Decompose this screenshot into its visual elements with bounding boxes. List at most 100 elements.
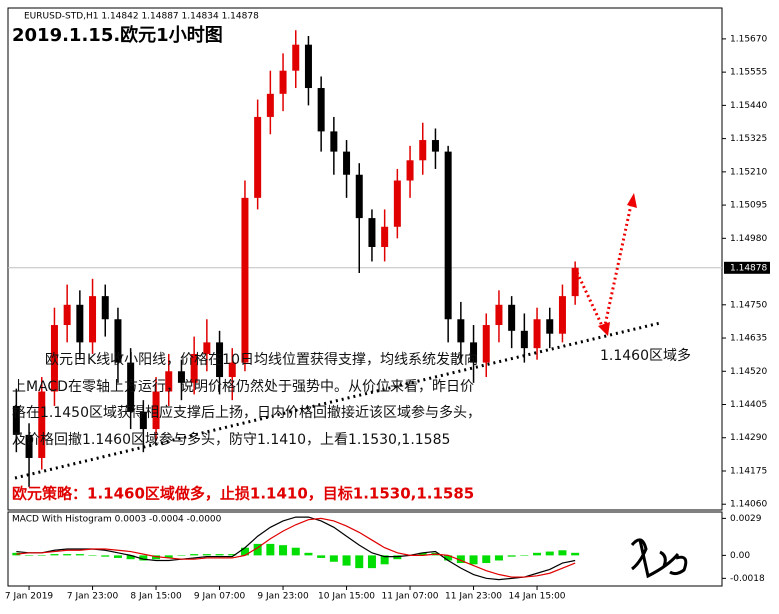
candle-body	[419, 140, 427, 161]
y-tick-label: 1.15555	[730, 68, 767, 78]
candle-body	[406, 160, 414, 181]
histogram-bar	[190, 554, 199, 556]
histogram-bar	[558, 550, 567, 556]
candle-body	[216, 342, 224, 378]
histogram-bar	[342, 555, 351, 566]
histogram-bar	[279, 545, 288, 556]
histogram-bar	[482, 555, 491, 564]
y-tick-label: 0.0029	[730, 514, 762, 524]
histogram-bar	[291, 547, 300, 556]
y-tick-label: 1.15210	[730, 167, 767, 177]
commentary-line: 上MACD在零轴上方运行，说明价格仍然处于强势中。从价位来看，昨日价	[12, 378, 474, 395]
histogram-bar	[126, 555, 135, 560]
x-tick-label: 9 Jan 23:00	[257, 592, 309, 602]
commentary-line: 欧元日K线收小阳线，价格在10日均线位置获得支撑，均线系统发散向	[45, 351, 478, 368]
main-panel	[7, 7, 723, 511]
histogram-bar	[469, 555, 478, 565]
histogram-bar	[228, 554, 237, 556]
x-tick-label: 8 Jan 15:00	[130, 592, 182, 602]
candle-body	[266, 93, 274, 117]
arrow-head	[598, 322, 610, 336]
histogram-bar	[444, 555, 453, 561]
candle-body	[533, 319, 541, 349]
candle-body	[241, 197, 249, 363]
histogram-bar	[152, 555, 161, 560]
candle-body	[50, 325, 58, 392]
histogram-bar	[418, 552, 427, 556]
last-price-box	[724, 261, 770, 274]
candle-body	[190, 353, 198, 383]
candle-body	[444, 151, 452, 320]
y-tick-label: 1.15670	[730, 34, 767, 44]
x-tick-label: 14 Jan 15:00	[509, 592, 566, 602]
candle-body	[457, 319, 465, 343]
histogram-bar	[50, 554, 59, 556]
histogram-bar	[113, 555, 122, 558]
histogram-bar	[507, 555, 516, 557]
candle-body	[431, 140, 439, 152]
y-tick-label: 1.14175	[730, 466, 767, 476]
histogram-bar	[215, 554, 224, 556]
signature	[630, 538, 688, 579]
macd-panel	[7, 511, 723, 587]
histogram-bar	[139, 555, 148, 561]
x-tick-label: 7 Jan 23:00	[67, 592, 119, 602]
histogram-bar	[240, 547, 249, 556]
arrow-head	[627, 193, 637, 208]
y-tick-label: -0.0018	[730, 574, 765, 584]
candle-body	[317, 88, 325, 132]
candle-body	[393, 180, 401, 227]
histogram-bar	[37, 555, 46, 556]
candle-body	[381, 226, 389, 247]
x-tick-label: 9 Jan 07:00	[194, 592, 246, 602]
histogram-bar	[177, 555, 186, 556]
strategy: 欧元策略：1.1460区域做多，止损1.1410，目标1.1530,1.1585	[12, 485, 474, 503]
candle-body	[571, 267, 579, 297]
candle-body	[292, 44, 300, 71]
candle-body	[114, 319, 122, 363]
histogram-bar	[75, 554, 84, 556]
histogram-bar	[367, 555, 376, 569]
candle-body	[304, 44, 312, 89]
x-tick-label: 7 Jan 2019	[5, 592, 53, 602]
y-tick-label: 1.14060	[730, 500, 767, 510]
y-tick-label: 1.14290	[730, 433, 767, 443]
candle-body	[470, 342, 478, 363]
candle-body	[89, 296, 97, 343]
y-tick-label: 1.15095	[730, 201, 767, 211]
macd-title: MACD With Histogram 0.0003 -0.0004 -0.00…	[12, 515, 222, 525]
candle-body	[152, 391, 160, 430]
candle-body	[63, 304, 71, 326]
candle-body	[355, 174, 363, 219]
y-tick-label: 1.14405	[730, 400, 767, 410]
histogram-bar	[520, 555, 529, 556]
commentary-line: 及价格回撤1.1460区域参与多头，防守1.1410，上看1.1530,1.15…	[12, 431, 450, 448]
trend-line	[14, 321, 661, 480]
histogram-bar	[317, 555, 326, 558]
last-price-label: 1.14878	[730, 263, 767, 273]
candle-body	[127, 362, 135, 412]
macd-line	[16, 516, 576, 581]
histogram-bar	[456, 555, 465, 564]
y-tick-label: 0.00	[730, 551, 750, 561]
candle-body	[482, 325, 490, 363]
histogram-bar	[355, 555, 364, 569]
candle-body	[177, 371, 185, 383]
candle-body	[520, 330, 528, 349]
candle-body	[254, 116, 262, 198]
candle-body	[76, 304, 84, 343]
candle-body	[12, 405, 20, 435]
candle-body	[228, 362, 236, 378]
candle-body	[558, 296, 566, 334]
histogram-bar	[533, 552, 542, 556]
candle-body	[25, 434, 33, 458]
histogram-bar	[494, 555, 503, 561]
commentary-line: 格在1.1450区域获得相应支撑后上扬，日内价格回撤接近该区域参与多头，	[12, 404, 481, 421]
x-tick-label: 11 Jan 23:00	[445, 592, 502, 602]
y-tick-label: 1.15325	[730, 134, 767, 144]
plot: 1.15670 1.15555 1.15440 1.15325 1.15210 1.150…	[5, 30, 770, 602]
candle-body	[38, 391, 46, 458]
candle-body	[508, 304, 516, 331]
macd-line	[16, 517, 576, 578]
